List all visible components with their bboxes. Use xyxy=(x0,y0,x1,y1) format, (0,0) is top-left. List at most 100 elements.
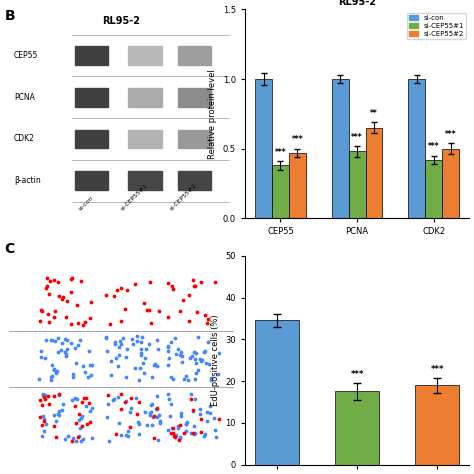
Text: si-CEP55#2: si-CEP55#2 xyxy=(175,456,211,460)
Point xyxy=(167,429,174,437)
Point xyxy=(69,370,76,377)
Point xyxy=(38,421,46,429)
Point xyxy=(155,345,162,353)
Point xyxy=(79,363,86,370)
Point xyxy=(39,391,46,399)
Text: ***: *** xyxy=(274,148,286,157)
Y-axis label: Relative protein level: Relative protein level xyxy=(208,69,217,159)
Point xyxy=(47,376,55,384)
Point xyxy=(186,354,194,362)
Point xyxy=(115,352,122,359)
Point xyxy=(59,401,66,408)
Point xyxy=(39,392,47,399)
Point xyxy=(67,321,74,328)
Point xyxy=(150,361,158,368)
Point xyxy=(135,420,143,428)
Point xyxy=(64,336,71,344)
Point xyxy=(80,321,87,329)
Point xyxy=(154,392,161,400)
Point xyxy=(74,341,82,349)
Point xyxy=(191,429,199,437)
Point xyxy=(136,399,143,406)
Point xyxy=(201,348,209,356)
Point xyxy=(75,432,83,440)
Point xyxy=(55,391,63,399)
Point xyxy=(197,357,205,365)
Point xyxy=(42,284,50,292)
Point xyxy=(36,413,44,421)
Point xyxy=(128,335,136,343)
Point xyxy=(55,334,62,342)
Point xyxy=(194,366,202,374)
Point xyxy=(55,390,63,398)
Point xyxy=(188,391,195,398)
Text: ***: *** xyxy=(351,133,363,142)
Point xyxy=(133,332,140,339)
Point xyxy=(194,333,201,341)
Point xyxy=(48,372,56,380)
Bar xyxy=(409,79,425,218)
Point xyxy=(117,284,124,292)
Point xyxy=(204,338,212,346)
Point xyxy=(121,305,129,312)
Point xyxy=(147,401,155,409)
Point xyxy=(192,359,200,367)
Point xyxy=(135,431,142,438)
Point xyxy=(129,340,137,347)
Point xyxy=(166,412,173,419)
Point xyxy=(204,315,212,322)
Point xyxy=(87,362,94,369)
Point xyxy=(181,429,188,437)
Bar xyxy=(349,151,365,218)
Point xyxy=(196,410,203,418)
Point xyxy=(206,409,213,417)
Point xyxy=(146,410,154,417)
Point xyxy=(112,341,119,348)
Point xyxy=(50,422,58,430)
Point xyxy=(164,361,172,368)
Point xyxy=(191,283,199,290)
Point xyxy=(67,275,74,283)
Point xyxy=(119,334,127,342)
Text: DAPI: DAPI xyxy=(14,357,30,363)
Point xyxy=(127,423,134,430)
Point xyxy=(189,406,197,413)
Bar xyxy=(178,129,211,148)
Point xyxy=(122,397,130,404)
Point xyxy=(185,318,192,325)
Text: si-con: si-con xyxy=(56,456,75,460)
Text: **: ** xyxy=(370,109,378,118)
Point xyxy=(37,353,45,361)
Point xyxy=(141,408,149,416)
Point xyxy=(200,432,208,439)
Point xyxy=(46,401,53,408)
Point xyxy=(153,406,161,413)
Point xyxy=(134,410,141,417)
Text: ***: *** xyxy=(430,365,444,374)
Text: Merge: Merge xyxy=(14,416,36,421)
Point xyxy=(170,432,178,439)
Point xyxy=(146,279,154,286)
Title: RL95-2: RL95-2 xyxy=(338,0,376,7)
Point xyxy=(57,346,65,354)
Point xyxy=(156,419,164,427)
Point xyxy=(164,347,172,355)
Point xyxy=(197,428,204,436)
Text: Ishikawa: Ishikawa xyxy=(98,262,146,272)
Point xyxy=(156,417,164,424)
Point xyxy=(149,421,156,428)
Point xyxy=(40,417,47,425)
Point xyxy=(68,396,76,404)
Point xyxy=(191,356,199,363)
Point xyxy=(81,369,89,376)
Point xyxy=(40,393,48,401)
Point xyxy=(204,319,211,327)
Point xyxy=(115,343,123,351)
Bar xyxy=(425,160,442,218)
Point xyxy=(105,401,112,408)
Point xyxy=(43,336,50,344)
Point xyxy=(165,355,173,362)
Point xyxy=(111,338,118,346)
Point xyxy=(132,364,139,371)
Text: ***: *** xyxy=(350,370,364,379)
